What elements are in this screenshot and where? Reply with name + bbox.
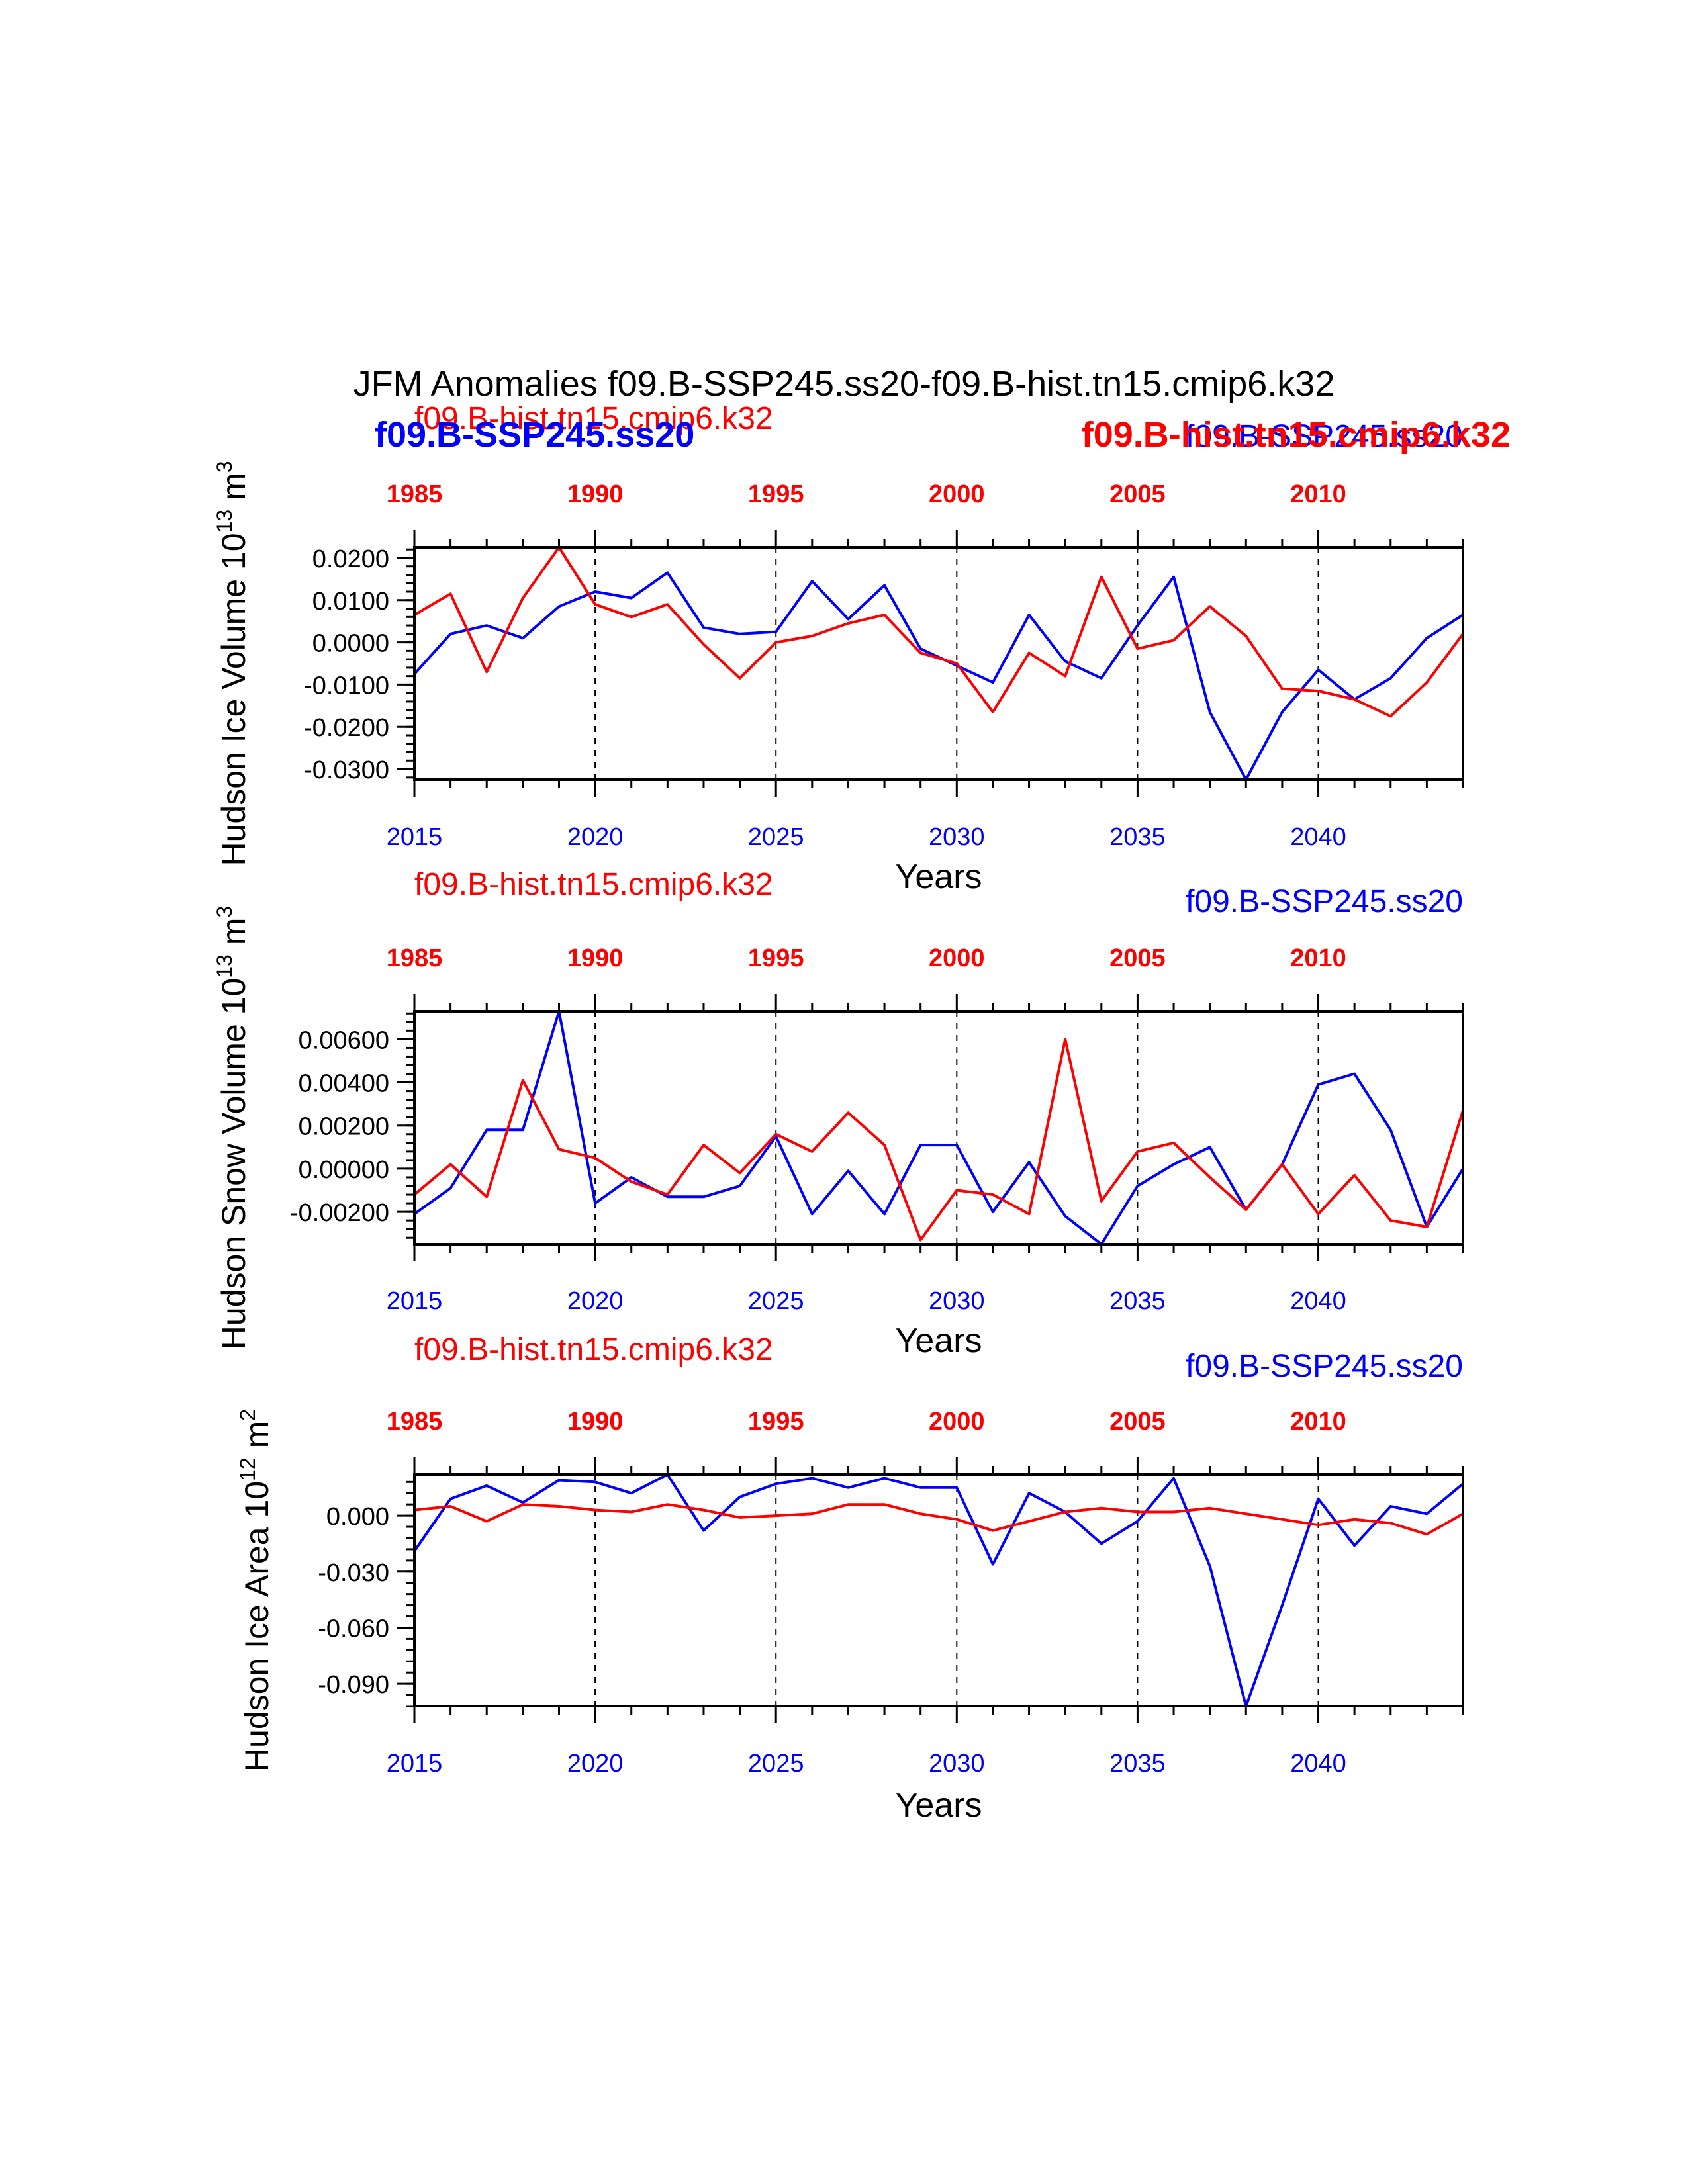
x-axis-label: Years: [895, 858, 982, 896]
y-axis-label: Hudson Ice Volume 1013 m3: [212, 461, 252, 866]
y-tick-label: -0.0100: [304, 672, 389, 700]
y-tick-label: 0.00600: [299, 1026, 389, 1054]
x-axis-label: Years: [895, 1322, 982, 1360]
y-tick-label: 0.0200: [312, 545, 389, 573]
top-tick-label: 1985: [387, 944, 443, 972]
plot-frame: [413, 1010, 1464, 1246]
x-tick-label: 2030: [929, 1750, 985, 1778]
top-tick-label: 2005: [1109, 944, 1166, 972]
y-tick-label: 0.0000: [312, 630, 389, 658]
x-tick-label: 2020: [567, 1287, 624, 1315]
x-tick-label: 2015: [387, 1287, 443, 1315]
top-tick-label: 2000: [929, 480, 985, 508]
top-tick-label: 1990: [567, 480, 624, 508]
y-tick-label: 0.0100: [312, 588, 389, 615]
x-tick-label: 2035: [1109, 1287, 1166, 1315]
top-tick-label: 2000: [929, 1408, 985, 1435]
y-axis-label: Hudson Snow Volume 1013 m3: [212, 906, 252, 1349]
series-line-ssp245: [413, 1473, 1464, 1707]
x-axis-label: Years: [895, 1786, 982, 1825]
series-line-hist: [414, 1503, 1464, 1536]
legend-ssp245: f09.B-SSP245.ss20: [1186, 1349, 1463, 1384]
x-tick-label: 2025: [748, 1750, 804, 1778]
series-line-hist: [413, 1038, 1464, 1242]
y-tick-label: 0.00200: [299, 1113, 389, 1141]
panel-2: 2015 2020 2025 2030 2035 2040 1985 1990 1995 2000…: [212, 867, 1464, 1360]
legend-hist: f09.B-hist.tn15.cmip6.k32: [414, 1332, 773, 1367]
x-tick-label: 2020: [567, 1750, 624, 1778]
legend-hist: f09.B-hist.tn15.cmip6.k32: [414, 401, 773, 436]
top-tick-label: 1990: [567, 944, 624, 972]
top-tick-label: 2010: [1290, 480, 1346, 508]
legend-hist: f09.B-hist.tn15.cmip6.k32: [414, 867, 773, 902]
top-tick-label: 1995: [748, 480, 804, 508]
x-tick-label: 2040: [1290, 1287, 1346, 1315]
x-tick-label: 2025: [748, 823, 804, 851]
x-tick-label: 2040: [1290, 823, 1346, 851]
panels: 2015 2020 2025 2030 2035 2040 1985 1990 1995 2000…: [212, 401, 1511, 1825]
series-line-ssp245: [413, 571, 1464, 781]
y-axis-label: Hudson Ice Area 1012 m2: [236, 1409, 275, 1772]
figure-title: JFM Anomalies f09.B-SSP245.ss20-f09.B-hi…: [353, 364, 1335, 404]
top-tick-label: 2010: [1290, 1408, 1346, 1435]
y-tick-label: 0.000: [326, 1503, 389, 1531]
y-tick-label: -0.030: [318, 1559, 389, 1587]
x-tick-label: 2015: [387, 1750, 443, 1778]
y-tick-label: -0.060: [318, 1615, 389, 1643]
top-tick-label: 1995: [748, 1408, 804, 1435]
y-tick-label: -0.00200: [290, 1199, 389, 1227]
plot-frame: [413, 1473, 1464, 1707]
top-tick-label: 1985: [387, 1408, 443, 1435]
y-tick-label: 0.00400: [299, 1070, 389, 1098]
x-tick-label: 2030: [929, 1287, 985, 1315]
top-tick-label: 2000: [929, 944, 985, 972]
legend-ssp245: f09.B-SSP245.ss20: [1186, 419, 1463, 454]
x-tick-label: 2025: [748, 1287, 804, 1315]
x-tick-label: 2015: [387, 823, 443, 851]
x-tick-label: 2030: [929, 823, 985, 851]
top-tick-label: 1995: [748, 944, 804, 972]
x-tick-label: 2040: [1290, 1750, 1346, 1778]
y-tick-label: -0.090: [318, 1671, 389, 1699]
overlay-label-hist: f09.B-hist.tn15.cmip6.k32: [1082, 415, 1511, 455]
series-line-hist: [413, 546, 1464, 718]
panel-1: 2015 2020 2025 2030 2035 2040 1985 1990 1995 2000…: [212, 401, 1511, 896]
top-tick-label: 2005: [1109, 480, 1166, 508]
x-tick-label: 2035: [1109, 823, 1166, 851]
overlay-label-ssp245: f09.B-SSP245.ss20: [375, 415, 694, 455]
x-tick-label: 2020: [567, 823, 624, 851]
plot-frame: [413, 546, 1464, 781]
top-tick-label: 1990: [567, 1408, 624, 1435]
top-tick-label: 2010: [1290, 944, 1346, 972]
y-tick-label: 0.00000: [299, 1156, 389, 1184]
x-tick-label: 2035: [1109, 1750, 1166, 1778]
top-tick-label: 2005: [1109, 1408, 1166, 1435]
series-line-ssp245: [413, 1010, 1464, 1246]
y-tick-label: -0.0200: [304, 714, 389, 742]
legend-ssp245: f09.B-SSP245.ss20: [1186, 884, 1463, 919]
panel-3: 2015 2020 2025 2030 2035 2040 1985 1990 1995 2000…: [236, 1332, 1464, 1825]
y-tick-label: -0.0300: [304, 756, 389, 784]
top-tick-label: 1985: [387, 480, 443, 508]
